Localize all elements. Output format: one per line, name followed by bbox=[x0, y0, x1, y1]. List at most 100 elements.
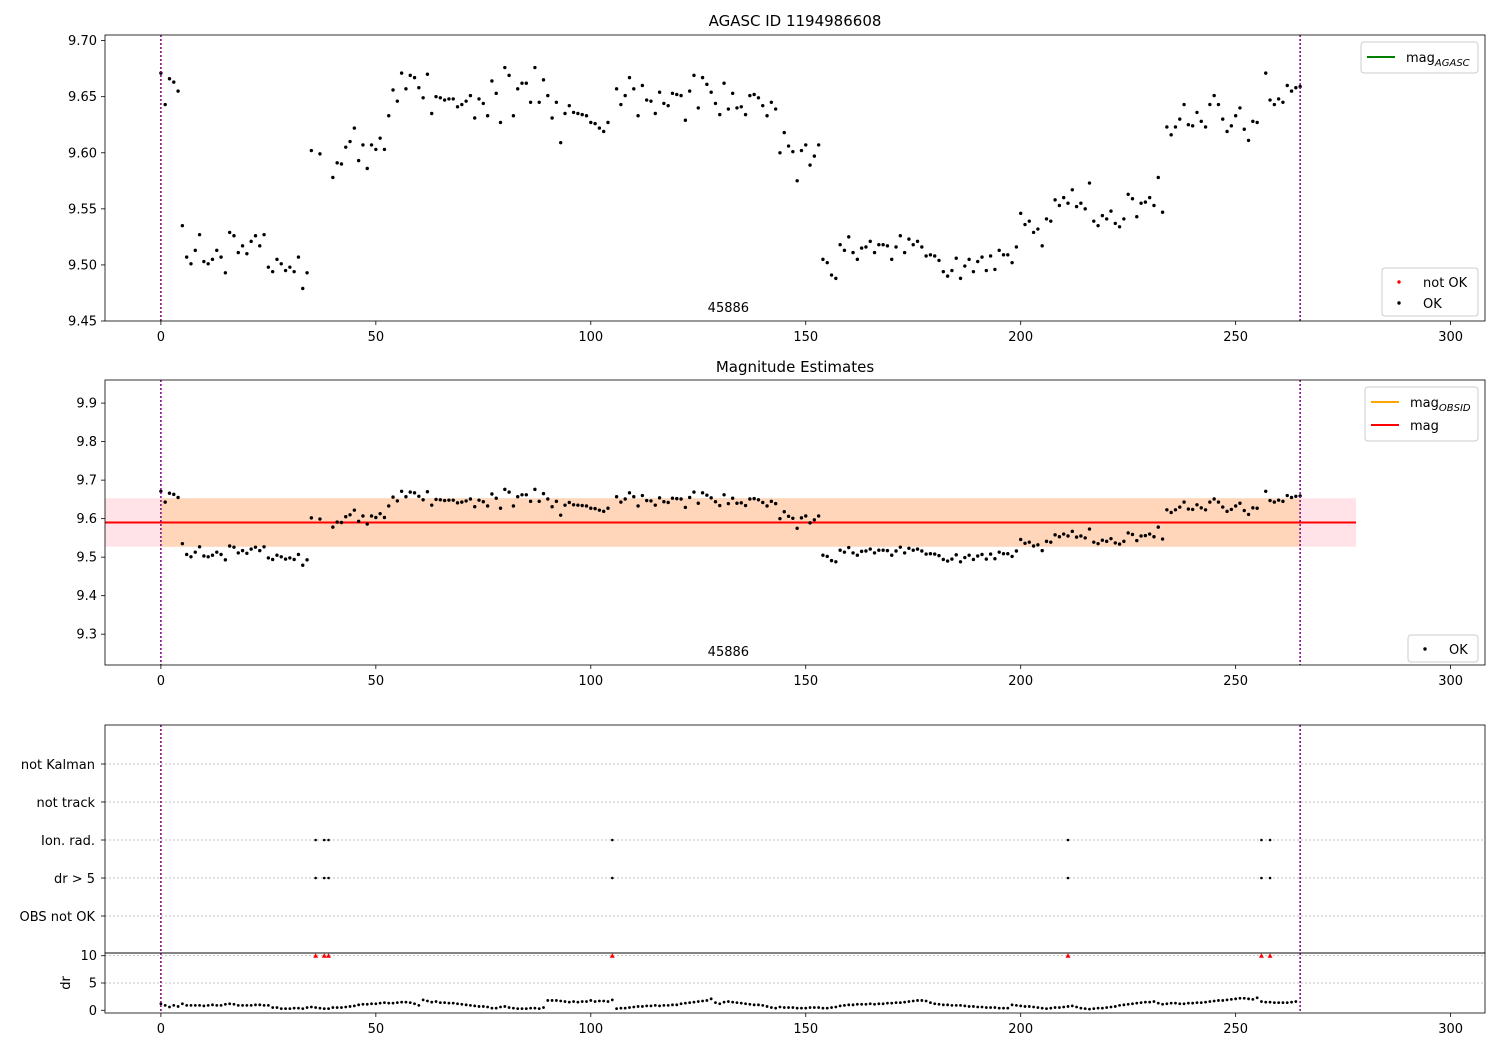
ok-point bbox=[627, 491, 632, 495]
dr-point bbox=[976, 1005, 980, 1009]
dr-point bbox=[258, 1003, 262, 1007]
ok-point bbox=[236, 551, 240, 555]
ok-point bbox=[799, 516, 804, 520]
ok-point bbox=[1289, 495, 1294, 500]
dr-point bbox=[241, 1003, 244, 1007]
ok-point bbox=[885, 244, 890, 248]
ok-point bbox=[812, 518, 817, 522]
dr-point bbox=[309, 1005, 313, 1009]
ok-point bbox=[1139, 201, 1143, 205]
ok-point bbox=[1014, 549, 1019, 553]
ok-point bbox=[1199, 506, 1203, 510]
dr-point bbox=[340, 1006, 343, 1009]
ok-point bbox=[593, 506, 597, 511]
ok-point bbox=[1156, 175, 1160, 180]
dr-point bbox=[950, 1003, 954, 1007]
dr-point bbox=[477, 1005, 481, 1008]
ok-point bbox=[937, 258, 941, 263]
ok-point bbox=[752, 496, 756, 501]
ok-point bbox=[391, 495, 395, 499]
dr-point bbox=[567, 1000, 571, 1004]
flag-point bbox=[1260, 838, 1263, 842]
ok-point bbox=[679, 93, 683, 98]
ok-point bbox=[550, 505, 554, 509]
dr-point bbox=[1118, 1003, 1121, 1007]
dr-point bbox=[989, 1006, 993, 1009]
dr-point bbox=[911, 999, 915, 1003]
y-tick-label: 9.50 bbox=[68, 258, 97, 273]
x-tick-label: 300 bbox=[1438, 1022, 1463, 1037]
ok-point bbox=[1178, 505, 1182, 509]
x-tick-label: 0 bbox=[157, 330, 165, 345]
ok-point bbox=[1109, 209, 1113, 213]
dr-point bbox=[851, 1003, 855, 1007]
ok-point bbox=[675, 496, 679, 501]
dr-point bbox=[959, 1003, 962, 1007]
dr-point bbox=[344, 1005, 348, 1009]
ok-point bbox=[606, 120, 610, 125]
ok-point bbox=[1203, 125, 1208, 129]
ok-point bbox=[778, 151, 782, 155]
ok-point bbox=[498, 506, 503, 510]
ok-point bbox=[275, 257, 279, 262]
dr-point bbox=[769, 1006, 773, 1009]
dr-point bbox=[1281, 1001, 1285, 1005]
ok-point bbox=[825, 260, 829, 265]
dr-point bbox=[1062, 1005, 1066, 1009]
ok-point bbox=[516, 87, 520, 91]
ok-point bbox=[404, 87, 408, 91]
flags-panel: not Kalman not track Ion. rad. dr > 5 OBS no… bbox=[20, 724, 1486, 954]
dr-point bbox=[494, 1006, 498, 1010]
dr-point bbox=[1156, 1001, 1160, 1005]
dr-point bbox=[387, 1001, 391, 1005]
ok-point bbox=[881, 243, 885, 247]
dr-point bbox=[1208, 1000, 1212, 1003]
ok-point bbox=[227, 230, 232, 235]
dr-point bbox=[1195, 1001, 1199, 1005]
dr-point bbox=[236, 1003, 240, 1007]
chart-title: AGASC ID 1194986608 bbox=[709, 12, 882, 30]
dr-point bbox=[1169, 1001, 1173, 1005]
dr-point bbox=[348, 1005, 352, 1008]
ok-point bbox=[967, 257, 971, 262]
dr-point bbox=[550, 999, 554, 1002]
ok-point bbox=[1070, 529, 1074, 534]
legend-marker bbox=[1397, 301, 1401, 305]
ok-point bbox=[442, 98, 447, 102]
dr-point bbox=[1045, 1007, 1048, 1011]
ok-point bbox=[541, 491, 546, 496]
dr-point bbox=[486, 1005, 490, 1009]
dr-point bbox=[701, 999, 704, 1003]
ok-point bbox=[644, 498, 649, 503]
ok-point bbox=[468, 497, 473, 501]
ok-point bbox=[1229, 124, 1234, 128]
ok-point bbox=[159, 489, 163, 494]
ok-point bbox=[834, 560, 838, 564]
dr-point bbox=[980, 1005, 984, 1009]
y-tick-label: 9.65 bbox=[68, 90, 97, 105]
ok-point bbox=[180, 541, 185, 546]
ok-point bbox=[1276, 97, 1281, 101]
dr-point bbox=[1092, 1007, 1096, 1011]
ok-point bbox=[507, 73, 511, 78]
dr-point bbox=[1079, 1006, 1083, 1010]
y-tick-label: 9.6 bbox=[76, 512, 97, 527]
dr-point bbox=[507, 1006, 511, 1009]
ok-point bbox=[1199, 119, 1203, 124]
ok-point bbox=[1040, 548, 1044, 553]
ok-point bbox=[318, 152, 322, 156]
dr-point bbox=[1002, 1006, 1005, 1010]
ok-point bbox=[1173, 125, 1178, 129]
ok-point bbox=[980, 552, 984, 557]
ok-point bbox=[447, 97, 451, 101]
dr-point bbox=[692, 1000, 696, 1004]
ok-point bbox=[1203, 508, 1208, 512]
ok-point bbox=[644, 98, 649, 102]
ok-point bbox=[773, 107, 778, 111]
ok-point bbox=[795, 526, 799, 530]
dr-point bbox=[1242, 996, 1246, 1000]
ok-point bbox=[275, 553, 279, 557]
ok-point bbox=[1246, 512, 1251, 517]
ok-point bbox=[580, 503, 584, 508]
ok-point bbox=[1169, 133, 1173, 137]
